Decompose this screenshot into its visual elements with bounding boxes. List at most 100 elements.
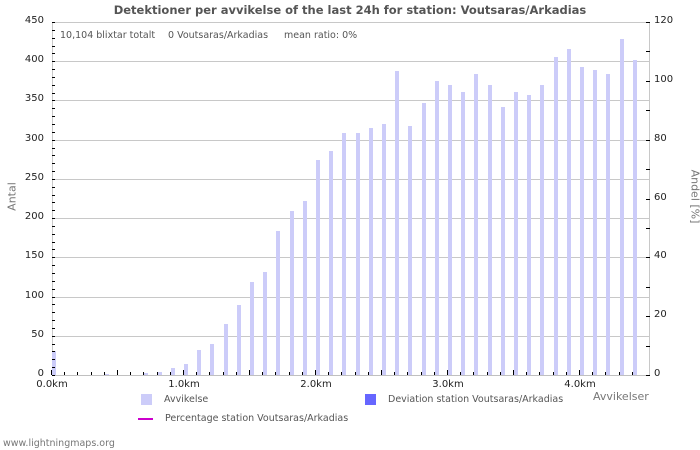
x-tick	[355, 372, 356, 375]
y2-tick	[646, 140, 650, 141]
x-tick	[328, 372, 329, 375]
x-tick-label: 3.0km	[432, 379, 464, 390]
x-tick	[183, 370, 184, 375]
bar	[448, 85, 452, 375]
x-tick	[236, 372, 237, 375]
y-tick	[52, 242, 55, 243]
y2-tick-label: 100	[654, 74, 674, 85]
legend-swatch-icon	[365, 394, 376, 405]
x-tick	[434, 372, 435, 375]
bar	[329, 151, 333, 375]
x-tick-label: 2.0km	[300, 379, 332, 390]
y-tick	[52, 116, 55, 117]
y-tick	[52, 281, 55, 282]
mean-ratio: mean ratio: 0%	[284, 30, 358, 41]
x-tick	[302, 372, 303, 375]
bar	[276, 231, 280, 375]
x-tick	[91, 372, 92, 375]
y-tick-label: 100	[24, 290, 44, 301]
x-tick	[64, 372, 65, 375]
y-tick	[52, 312, 55, 313]
y2-tick	[646, 169, 650, 170]
y-tick	[52, 61, 55, 62]
gridline	[52, 140, 650, 141]
y-tick	[52, 140, 55, 141]
y-tick	[52, 344, 55, 345]
x-tick	[447, 370, 448, 375]
y-tick-label: 50	[31, 329, 44, 340]
x-tick-label: 0.0km	[36, 379, 68, 390]
y-tick	[52, 320, 55, 321]
y-tick-label: 0	[37, 368, 44, 379]
x-tick	[157, 372, 158, 375]
x-tick	[275, 372, 276, 375]
y-tick	[52, 132, 55, 133]
y-tick	[52, 210, 55, 211]
legend-item-avvikelse: Avvikelse	[141, 394, 208, 405]
y-tick	[52, 22, 55, 23]
y2-axis-title: Andel [%]	[688, 169, 700, 224]
y-tick	[52, 249, 55, 250]
bar	[263, 272, 267, 375]
y-tick	[52, 218, 55, 219]
y-tick	[52, 38, 55, 39]
gridline	[52, 257, 650, 258]
x-tick	[289, 372, 290, 375]
y-tick	[52, 85, 55, 86]
legend-label: Deviation station Voutsaras/Arkadias	[388, 394, 564, 405]
legend-item-deviation: Deviation station Voutsaras/Arkadias	[365, 394, 563, 405]
y-tick	[52, 289, 55, 290]
x-tick	[368, 372, 369, 375]
bar	[316, 160, 320, 375]
x-tick	[487, 372, 488, 375]
gridline	[52, 179, 650, 180]
bar	[290, 211, 294, 375]
bar	[461, 92, 465, 375]
x-tick	[632, 372, 633, 375]
legend-label: Percentage station Voutsaras/Arkadias	[165, 413, 349, 424]
y-tick	[52, 304, 55, 305]
x-axis-title: Avvikelser	[593, 390, 649, 403]
y-tick-label: 400	[24, 54, 44, 65]
y-tick	[52, 375, 55, 376]
bar	[567, 49, 571, 375]
y-tick	[52, 351, 55, 352]
y-tick-label: 350	[24, 93, 44, 104]
y2-tick-label: 40	[654, 250, 667, 261]
bar	[184, 364, 188, 375]
x-tick	[500, 372, 501, 375]
bar	[342, 133, 346, 375]
legend-label: Avvikelse	[164, 394, 209, 405]
x-tick	[170, 372, 171, 375]
y-tick-label: 450	[24, 15, 44, 26]
gridline	[52, 297, 650, 298]
y-tick-label: 300	[24, 133, 44, 144]
bar	[144, 373, 148, 375]
bar	[395, 71, 399, 375]
y-tick	[52, 257, 55, 258]
y-tick-label: 200	[24, 211, 44, 222]
bar	[197, 350, 201, 375]
y-tick	[52, 265, 55, 266]
source-link[interactable]: www.lightningmaps.org	[3, 438, 115, 449]
y2-tick-label: 60	[654, 192, 667, 203]
bar	[514, 92, 518, 375]
legend-swatch-icon	[141, 394, 152, 405]
x-tick	[513, 370, 514, 375]
y-axis-title: Antal	[5, 182, 19, 211]
bar	[369, 128, 373, 375]
y2-tick-label: 80	[654, 133, 667, 144]
y2-tick-label: 20	[654, 309, 667, 320]
bar	[52, 351, 56, 375]
station-count: 0 Voutsaras/Arkadias	[168, 30, 269, 41]
bar	[527, 95, 531, 375]
x-tick	[143, 372, 144, 375]
y-tick	[52, 155, 55, 156]
x-tick	[381, 370, 382, 375]
chart-title: Detektioner per avvikelse of the last 24…	[113, 3, 587, 17]
legend-item-percentage: Percentage station Voutsaras/Arkadias	[138, 413, 348, 424]
y-tick	[52, 359, 55, 360]
y2-tick	[646, 228, 650, 229]
y-tick	[52, 163, 55, 164]
y2-tick	[646, 22, 650, 23]
